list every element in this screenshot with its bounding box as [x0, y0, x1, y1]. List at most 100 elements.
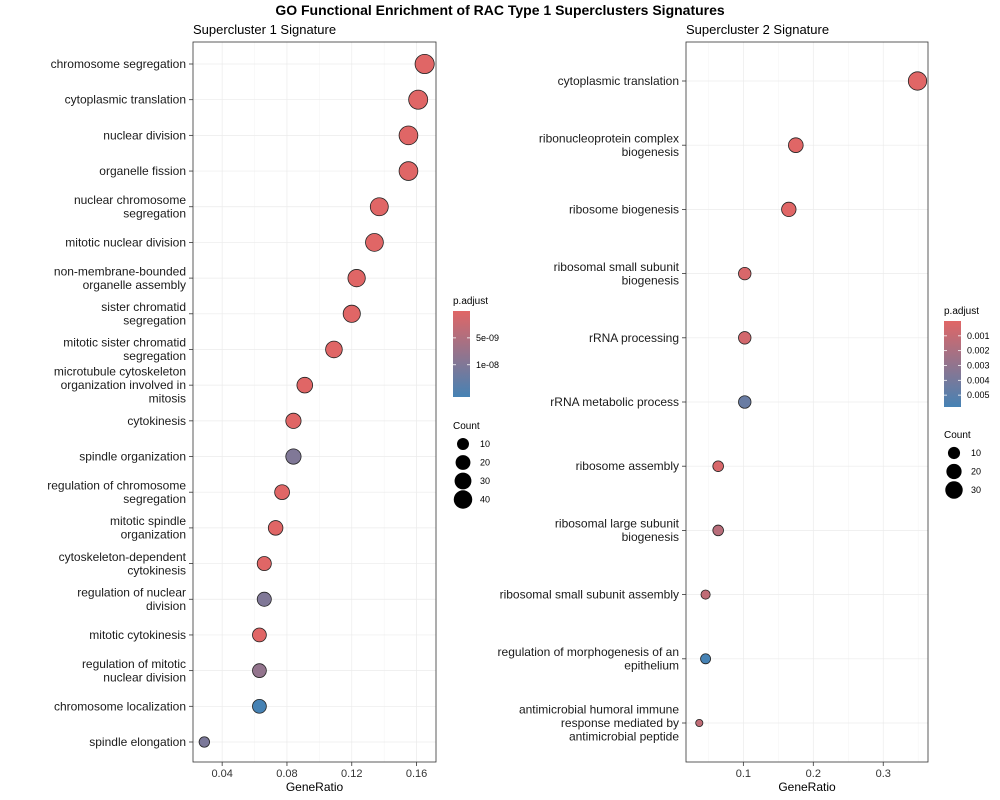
y-tick-label: cytoplasmic translation — [558, 74, 679, 88]
x-axis-title: GeneRatio — [286, 780, 344, 794]
data-point — [700, 653, 712, 665]
grid — [193, 42, 436, 762]
panel-supercluster-1: Supercluster 1 Signature chromosome segr… — [47, 22, 499, 794]
y-tick-label: chromosome segregation — [51, 57, 186, 71]
color-tick-label: 0.002 — [967, 346, 990, 356]
x-axis-title: GeneRatio — [778, 780, 836, 794]
panel-supercluster-2: Supercluster 2 Signature cytoplasmic tra… — [498, 22, 990, 794]
grid — [686, 42, 928, 762]
y-tick-label: cytokinesis — [127, 414, 186, 428]
color-bar — [453, 311, 470, 397]
color-tick-label: 0.004 — [967, 375, 990, 385]
points-layer — [695, 71, 928, 728]
size-key-label: 20 — [971, 467, 981, 477]
data-point — [700, 589, 711, 600]
legend: p.adjust 0.001 0.002 0.003 0.004 0.005 Count… — [944, 306, 990, 499]
x-tick-label: 0.08 — [276, 768, 297, 780]
size-legend-title: Count — [453, 421, 480, 432]
y-tick-label: microtubule cytoskeleton organization inv… — [54, 365, 186, 406]
data-point — [365, 233, 384, 252]
data-point — [285, 412, 302, 429]
data-point — [347, 269, 366, 288]
size-legend-keys: 10 20 30 — [945, 446, 981, 499]
size-key-circle — [454, 472, 472, 490]
data-point — [398, 161, 419, 181]
data-point — [781, 201, 797, 218]
color-legend-ticks: 5e-09 1e-08 — [453, 333, 499, 370]
y-tick-label: ribosomal small subunit assembly — [500, 588, 679, 602]
panel-title: Supercluster 1 Signature — [193, 22, 336, 37]
y-axis: cytoplasmic translation ribonucleoprotein… — [498, 74, 686, 744]
y-tick-label: regulation of morphogenesis of an epithel… — [498, 645, 679, 673]
y-tick-label: regulation of nuclear division — [77, 586, 186, 614]
data-point — [398, 125, 419, 146]
y-tick-label: cytoskeleton-dependent cytokinesis — [59, 550, 187, 578]
y-tick-label: mitotic nuclear division — [65, 235, 186, 249]
y-tick-label: antimicrobial humoral immune response med… — [519, 703, 679, 744]
y-tick-label: cytoplasmic translation — [65, 93, 186, 107]
data-point — [274, 484, 290, 501]
color-tick-label: 0.003 — [967, 360, 990, 370]
y-tick-label: ribosomal small subunit biogenesis — [554, 260, 680, 288]
y-tick-label: spindle organization — [79, 450, 186, 464]
data-point — [256, 591, 272, 607]
data-point — [712, 460, 724, 472]
plot-border — [192, 41, 437, 763]
y-axis: chromosome segregation cytoplasmic transl… — [47, 57, 193, 749]
y-tick-label: regulation of mitotic nuclear division — [82, 657, 186, 685]
data-point — [408, 89, 429, 110]
size-key-label: 10 — [480, 439, 490, 449]
data-point — [712, 524, 724, 537]
color-tick-label: 0.005 — [967, 390, 990, 400]
data-point — [285, 448, 302, 465]
y-tick-label: ribosomal large subunit biogenesis — [555, 517, 680, 545]
size-key-circle — [945, 481, 963, 499]
data-point — [369, 197, 389, 217]
y-tick-label: chromosome localization — [54, 699, 186, 713]
y-tick-label: spindle elongation — [89, 735, 186, 749]
color-tick-label: 5e-09 — [476, 333, 499, 343]
data-point — [252, 663, 267, 678]
data-point — [695, 719, 704, 728]
x-tick-label: 0.16 — [406, 768, 427, 780]
x-axis: 0.1 0.2 0.3 — [736, 762, 891, 780]
x-tick-label: 0.04 — [211, 768, 232, 780]
color-tick-label: 1e-08 — [476, 360, 499, 370]
y-tick-label: organelle fission — [99, 164, 186, 178]
points-layer — [198, 54, 435, 748]
y-tick-label: mitotic cytokinesis — [89, 628, 186, 642]
y-tick-label: mitotic spindle organization — [110, 514, 186, 542]
size-key-circle — [453, 490, 473, 509]
y-tick-label: ribosome biogenesis — [569, 202, 679, 216]
data-point — [738, 395, 752, 409]
data-point — [738, 266, 752, 281]
size-key-circle — [455, 455, 471, 470]
y-tick-label: nuclear chromosome segregation — [74, 193, 186, 221]
y-tick-label: rRNA processing — [589, 331, 679, 345]
panel-title: Supercluster 2 Signature — [686, 22, 829, 37]
size-legend-keys: 10 20 30 40 — [453, 438, 490, 509]
color-tick-label: 0.001 — [967, 331, 990, 341]
data-point — [256, 556, 272, 572]
legend: p.adjust 5e-09 1e-08 Count 10 20 30 40 — [453, 296, 499, 509]
y-tick-label: regulation of chromosome segregation — [47, 478, 186, 506]
data-point — [325, 340, 343, 359]
color-legend-ticks: 0.001 0.002 0.003 0.004 0.005 — [944, 331, 990, 400]
x-tick-label: 0.1 — [736, 768, 751, 780]
data-point — [252, 698, 267, 714]
x-axis: 0.04 0.08 0.12 0.16 — [211, 762, 427, 780]
data-point — [252, 627, 267, 643]
x-tick-label: 0.3 — [876, 768, 891, 780]
y-tick-label: sister chromatid segregation — [101, 300, 186, 328]
size-key-label: 30 — [480, 476, 490, 486]
color-legend-title: p.adjust — [944, 306, 979, 317]
size-key-label: 30 — [971, 485, 981, 495]
y-tick-label: ribosome assembly — [576, 459, 679, 473]
size-key-label: 20 — [480, 458, 490, 468]
size-key-label: 10 — [971, 448, 981, 458]
y-tick-label: rRNA metabolic process — [550, 395, 679, 409]
color-legend-title: p.adjust — [453, 296, 488, 307]
size-legend-title: Count — [944, 430, 971, 441]
data-point — [296, 376, 314, 394]
data-point — [738, 331, 752, 345]
